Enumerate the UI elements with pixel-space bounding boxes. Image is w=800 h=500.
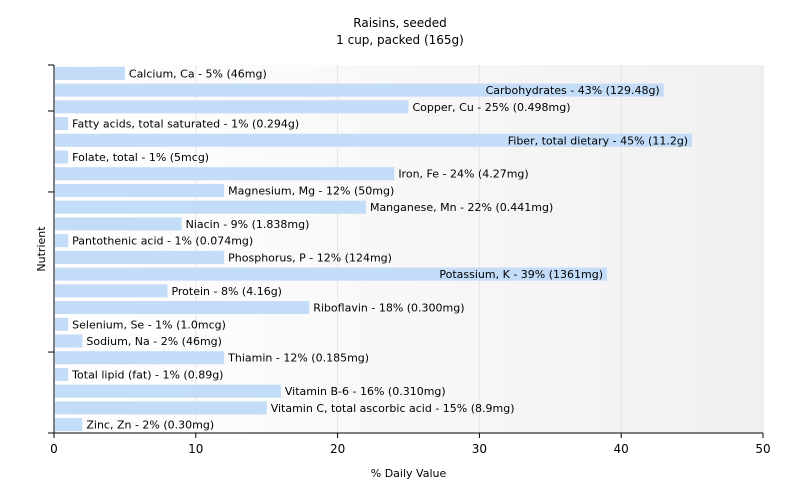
y-axis-title: Nutrient [35, 226, 48, 272]
bar [55, 100, 409, 114]
bar [55, 150, 69, 164]
bar [55, 384, 281, 398]
bar-label: Fatty acids, total saturated - 1% (0.294… [72, 118, 299, 131]
bar [55, 351, 225, 365]
bar-label: Vitamin B-6 - 16% (0.310mg) [285, 385, 446, 398]
bar [55, 234, 69, 248]
bar-label: Phosphorus, P - 12% (124mg) [228, 251, 392, 264]
bar-label: Sodium, Na - 2% (46mg) [86, 335, 222, 348]
bar-label: Vitamin C, total ascorbic acid - 15% (8.… [271, 402, 515, 415]
bar [55, 367, 69, 381]
bar [55, 66, 125, 80]
bar [55, 200, 366, 214]
bar-label: Total lipid (fat) - 1% (0.89g) [71, 368, 223, 381]
x-tick-label: 50 [755, 442, 770, 456]
bar-label: Potassium, K - 39% (1361mg) [439, 268, 603, 281]
x-axis-title: % Daily Value [371, 467, 447, 480]
bar-label: Manganese, Mn - 22% (0.441mg) [370, 201, 553, 214]
axes: 0 10 20 30 40 50 [48, 64, 771, 456]
x-tick-label: 40 [614, 442, 629, 456]
bar-label: Zinc, Zn - 2% (0.30mg) [86, 419, 214, 432]
bar-label: Carbohydrates - 43% (129.48g) [486, 84, 660, 97]
bar-label: Riboflavin - 18% (0.300mg) [313, 302, 464, 315]
bar-label: Calcium, Ca - 5% (46mg) [129, 67, 267, 80]
gridlines [195, 65, 764, 433]
bar-label: Niacin - 9% (1.838mg) [186, 218, 310, 231]
bar-label: Fiber, total dietary - 45% (11.2g) [508, 134, 688, 147]
bar-label: Magnesium, Mg - 12% (50mg) [228, 184, 394, 197]
bar [55, 133, 693, 147]
bar-label: Iron, Fe - 24% (4.27mg) [398, 168, 528, 181]
plot-area [54, 65, 763, 433]
chart-title: Raisins, seeded [353, 16, 446, 30]
bar [55, 117, 69, 131]
bars [55, 66, 693, 432]
x-tick-label: 10 [188, 442, 203, 456]
bar-label: Copper, Cu - 25% (0.498mg) [413, 101, 571, 114]
bar [55, 301, 310, 315]
x-tick-label: 0 [50, 442, 58, 456]
bar [55, 217, 182, 231]
bar-label: Protein - 8% (4.16g) [171, 285, 282, 298]
bar-labels: Calcium, Ca - 5% (46mg) Carbohydrates - 4… [71, 67, 688, 431]
bar [55, 334, 83, 348]
bar-label: Folate, total - 1% (5mcg) [72, 151, 209, 164]
chart-subtitle: 1 cup, packed (165g) [336, 33, 464, 47]
x-tick-label: 20 [330, 442, 345, 456]
bar [55, 317, 69, 331]
bar [55, 284, 168, 298]
bar-label: Pantothenic acid - 1% (0.074mg) [72, 235, 253, 248]
x-tick-label: 30 [472, 442, 487, 456]
bar-label: Selenium, Se - 1% (1.0mcg) [72, 318, 226, 331]
bar [55, 418, 83, 432]
bar [55, 401, 267, 415]
bar [55, 250, 225, 264]
bar [55, 267, 608, 281]
bar [55, 183, 225, 197]
bar-label: Thiamin - 12% (0.185mg) [227, 352, 369, 365]
bar [55, 167, 395, 181]
bar [55, 83, 664, 97]
